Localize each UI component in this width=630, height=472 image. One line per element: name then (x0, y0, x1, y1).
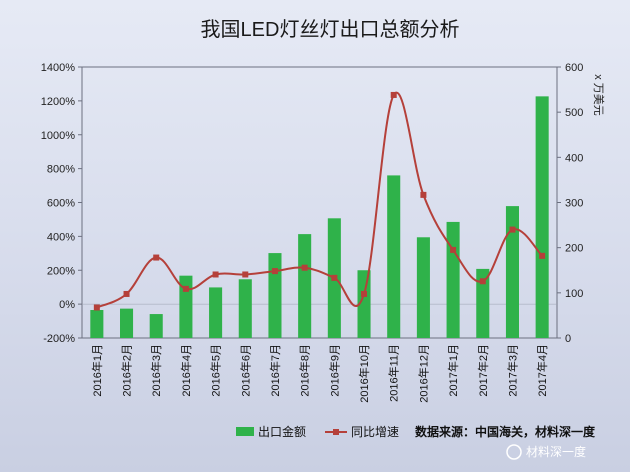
line-point (301, 264, 308, 271)
right-tick-label: 0 (565, 333, 571, 345)
right-tick-label: 200 (565, 243, 583, 255)
left-tick-label: 1200% (41, 96, 75, 108)
bar (505, 206, 519, 338)
bar (268, 253, 282, 338)
legend-swatch-bar (236, 427, 254, 436)
watermark: 材料深一度 (506, 444, 586, 460)
bar (179, 275, 193, 338)
line-series (93, 91, 546, 311)
x-tick-label: 2016年3月 (149, 344, 163, 397)
bar (446, 221, 460, 338)
bar (387, 175, 401, 338)
right-tick-label: 600 (565, 62, 583, 74)
left-tick-label: 1400% (41, 62, 75, 74)
x-tick-label: 2017年3月 (505, 344, 519, 397)
legend: 出口金额 同比增速 数据来源：中国海关，材料深一度 (236, 424, 596, 439)
line-point (123, 290, 130, 297)
bar (209, 287, 223, 338)
x-tick-label: 2016年5月 (209, 344, 223, 397)
x-tick-label: 2016年8月 (298, 344, 312, 397)
bar (476, 268, 490, 338)
left-tick-label: 600% (47, 198, 75, 210)
x-tick-label: 2016年6月 (238, 344, 252, 397)
bar (90, 309, 104, 338)
line-point (153, 254, 160, 261)
line-point (331, 274, 338, 281)
x-tick-label: 2016年9月 (327, 344, 341, 397)
line-point (271, 268, 278, 275)
wechat-icon (506, 444, 522, 460)
line-point (420, 191, 427, 198)
line-point (390, 91, 397, 98)
x-tick-label: 2016年1月 (90, 344, 104, 397)
line-path (96, 91, 543, 309)
line-point (93, 304, 100, 311)
right-tick-label: 500 (565, 107, 583, 119)
left-tick-label: 400% (47, 231, 75, 243)
x-tick-label: 2016年2月 (120, 344, 134, 397)
left-tick-label: 0% (59, 299, 75, 311)
source-note: 数据来源：中国海关，材料深一度 (415, 424, 596, 439)
left-tick-label: -200% (43, 333, 75, 345)
line-point (450, 246, 457, 253)
line-point (539, 252, 546, 259)
line-point (182, 285, 189, 292)
right-tick-label: 100 (565, 288, 583, 300)
left-tick-label: 1000% (41, 130, 75, 142)
bar (416, 237, 430, 338)
legend-label-bar: 出口金额 (258, 424, 306, 439)
bar (298, 234, 312, 338)
line-point (242, 271, 249, 278)
x-tick-label: 2016年4月 (179, 344, 193, 397)
line-point (212, 271, 219, 278)
line-point (509, 226, 516, 233)
bar (120, 308, 134, 338)
x-tick-label: 2016年10月 (357, 344, 371, 403)
line-point (479, 278, 486, 285)
x-tick-label: 2016年11月 (387, 344, 401, 402)
x-tick-label: 2017年1月 (446, 344, 460, 397)
chart-title: 我国LED灯丝灯出口总额分析 (201, 18, 460, 41)
right-tick-label: 300 (565, 198, 583, 210)
legend-marker-line (333, 429, 339, 435)
left-tick-label: 800% (47, 164, 75, 176)
line-point (361, 290, 368, 297)
right-axis-label: x 万美元 (592, 74, 605, 116)
bar (149, 314, 163, 338)
x-tick-label: 2016年12月 (416, 344, 430, 403)
x-tick-label: 2017年2月 (476, 344, 490, 397)
legend-label-line: 同比增速 (351, 425, 399, 439)
bar-series (90, 96, 549, 338)
right-tick-label: 400 (565, 152, 583, 164)
bar (238, 279, 252, 338)
x-axis-labels: 2016年1月 2016年2月 2016年3月 2016年4月 2016年5月 2016年… (90, 344, 549, 403)
left-tick-label: 200% (47, 265, 75, 277)
x-tick-label: 2016年7月 (268, 344, 282, 397)
watermark-label: 材料深一度 (526, 444, 586, 459)
bar (357, 270, 371, 338)
axes: -200% 0% 200% 400% 600% 800% 1000% 1200% 1400% 0 1… (41, 62, 605, 345)
x-tick-label: 2017年4月 (535, 344, 549, 397)
bar (535, 96, 549, 338)
